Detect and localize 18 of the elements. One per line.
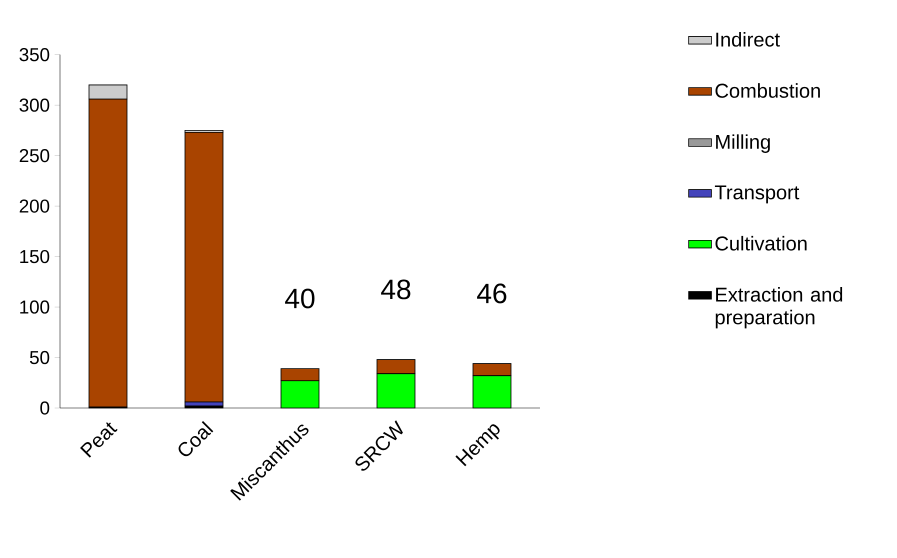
legend-label: Extraction and preparation: [716, 287, 842, 328]
y-tick-label: 50: [30, 350, 50, 364]
bar: [184, 132, 224, 402]
legend-label: Indirect: [716, 32, 780, 47]
y-tick-label: 350: [20, 48, 50, 62]
y-tick-label: 250: [20, 148, 50, 162]
total-label: 46: [477, 284, 506, 304]
legend-label: Transport: [714, 185, 800, 204]
legend-label: Cultivation: [716, 236, 807, 251]
total-label: 48: [381, 279, 410, 300]
total-label: 40: [285, 288, 314, 308]
legend-label: Combustion: [716, 83, 820, 98]
y-tick-label: 150: [20, 250, 50, 264]
y-tick-label: 300: [20, 98, 50, 112]
y-tick-label: 100: [20, 300, 50, 314]
legend-label: Milling: [716, 134, 770, 153]
y-tick-label: 0: [40, 401, 50, 415]
y-tick-label: 200: [20, 199, 50, 213]
